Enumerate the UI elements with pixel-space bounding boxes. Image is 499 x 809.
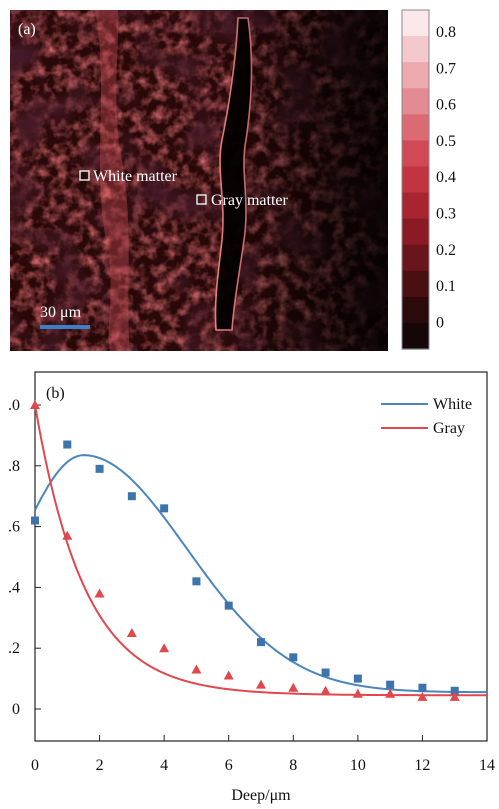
data-point-white	[418, 683, 427, 692]
white-matter-marker	[79, 170, 90, 181]
x-axis-ticks: 0 2 4 6 8 10 12 14	[31, 735, 495, 774]
x-tick-label: 2	[96, 757, 104, 774]
x-tick-label: 12	[414, 757, 430, 774]
colorbar-segment	[402, 62, 429, 89]
data-point-white	[192, 577, 201, 586]
data-point-white	[127, 492, 136, 501]
colorbar	[402, 10, 429, 350]
colorbar-segment	[402, 36, 429, 63]
data-point-gray	[94, 588, 105, 598]
colorbar-segment	[402, 218, 429, 246]
gray-matter-label: Gray matter	[211, 192, 289, 209]
gray-matter-marker	[196, 194, 207, 205]
data-point-gray	[223, 670, 234, 680]
data-point-white	[224, 601, 233, 610]
y-tick-label: .6	[8, 519, 20, 536]
panel-a-label: (a)	[18, 21, 36, 38]
chart-b: (b) Deep/μm 0 2 4 6 8 10 12 14 0 .2 .4 .6 .8 .0 Whit…	[8, 371, 495, 804]
y-tick-label: 0	[12, 701, 20, 718]
plot-frame	[34, 371, 488, 742]
data-point-gray	[191, 664, 202, 674]
data-point-gray	[288, 682, 299, 692]
y-tick-label: .0	[8, 397, 20, 414]
colorbar-segment	[402, 322, 429, 350]
data-point-white	[31, 516, 39, 525]
colorbar-segment	[402, 88, 429, 115]
data-point-gray	[126, 628, 137, 637]
data-point-white	[160, 504, 169, 513]
data-markers	[30, 400, 460, 701]
data-point-white	[95, 464, 104, 473]
panel-b-label: (b)	[46, 385, 65, 402]
data-point-white	[321, 668, 330, 677]
data-point-gray	[30, 400, 40, 409]
microscopy-image	[10, 10, 388, 351]
colorbar-frame	[401, 9, 430, 350]
data-point-gray	[352, 688, 363, 698]
colorbar-segment	[402, 114, 429, 141]
data-point-gray	[385, 688, 396, 698]
colorbar-segment	[402, 244, 429, 272]
y-tick-label: .8	[8, 458, 20, 475]
scale-bar	[40, 325, 90, 329]
colorbar-tick-label: 0.6	[436, 97, 456, 114]
data-point-gray	[256, 679, 266, 689]
data-point-gray	[62, 530, 73, 540]
colorbar-tick-label: 0.4	[436, 169, 456, 186]
y-tick-label: .2	[8, 640, 20, 657]
data-point-gray	[159, 643, 170, 653]
colorbar-tick-label: 0.3	[436, 206, 456, 223]
x-tick-label: 14	[479, 757, 495, 774]
x-tick-label: 0	[31, 757, 39, 774]
data-point-white	[450, 686, 459, 695]
data-point-white	[63, 440, 72, 449]
colorbar-segment	[402, 140, 429, 168]
fit-curve-gray	[34, 404, 488, 697]
scale-bar-label: 30 μm	[40, 304, 82, 321]
colorbar-segment	[402, 270, 429, 298]
data-point-gray	[449, 691, 460, 701]
data-point-white	[289, 653, 298, 662]
colorbar-segment	[402, 296, 429, 324]
x-axis-label: Deep/μm	[231, 787, 291, 804]
x-tick-label: 6	[225, 757, 233, 774]
colorbar-tick-label: 0.7	[436, 60, 456, 77]
colorbar-segment	[402, 192, 429, 220]
data-point-gray	[320, 685, 331, 695]
colorbar-tick-label: 0.1	[436, 278, 456, 295]
colorbar-tick-label: 0.5	[436, 133, 456, 150]
data-point-white	[353, 674, 362, 683]
x-tick-label: 10	[350, 757, 366, 774]
y-axis-ticks: 0 .2 .4 .6 .8 .0	[8, 397, 41, 718]
fit-curve-white	[34, 454, 488, 694]
colorbar-tick-label: 0.2	[436, 242, 456, 259]
x-tick-label: 4	[160, 757, 168, 774]
colorbar-segment	[402, 10, 429, 37]
legend: White Gray	[381, 396, 472, 437]
colorbar-segment	[402, 166, 429, 194]
data-point-white	[257, 638, 265, 647]
panel-a-figure: (a) White matter Gray matter 30 μm 0.80.…	[10, 9, 456, 351]
x-tick-label: 8	[289, 757, 297, 774]
data-point-gray	[417, 691, 428, 701]
colorbar-ticks: 0.8 0.7 0.6 0.5 0.4 0.3 0.2 0.1 0	[436, 24, 456, 331]
y-tick-label: .4	[8, 579, 20, 596]
colorbar-tick-label: 0.8	[436, 24, 456, 41]
legend-label-white: White	[433, 396, 472, 413]
white-matter-label: White matter	[93, 168, 178, 185]
legend-label-gray: Gray	[433, 420, 465, 437]
fit-curves	[34, 404, 488, 697]
colorbar-tick-label: 0	[436, 314, 444, 331]
data-point-white	[386, 680, 395, 689]
